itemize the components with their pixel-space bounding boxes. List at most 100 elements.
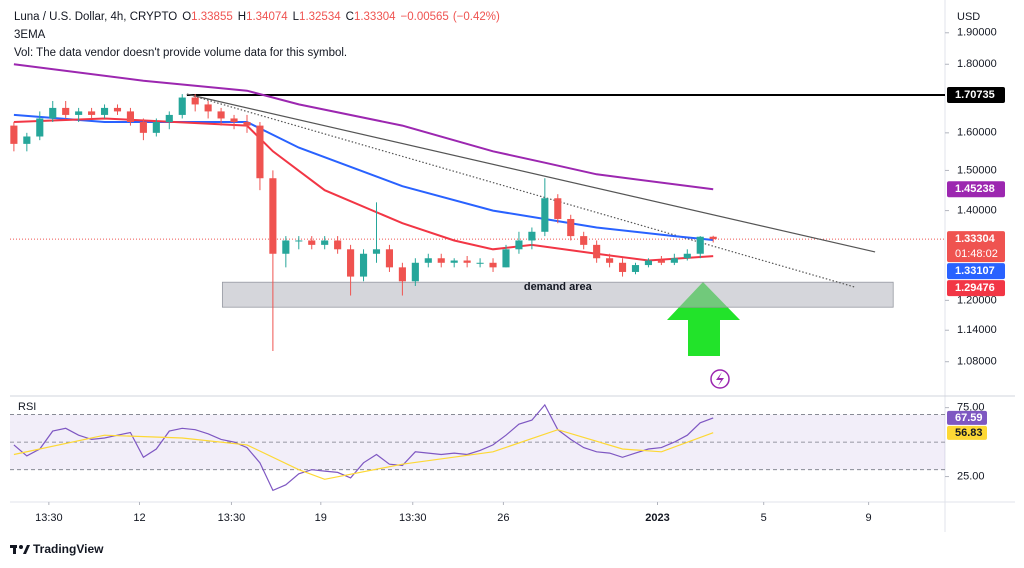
candle-body <box>696 236 704 254</box>
candle-body <box>359 253 368 277</box>
symbol-title: Luna / U.S. Dollar, 4h, CRYPTO <box>14 11 177 23</box>
ohlc-prefix: L <box>293 11 300 23</box>
footer-brand: TradingView <box>33 542 104 556</box>
y-tick-label: 1.80000 <box>957 58 997 70</box>
candle-body <box>113 107 122 112</box>
logo-slash <box>23 545 30 554</box>
ema-line <box>13 117 714 262</box>
ohlc-value: 1.32534 <box>299 11 341 23</box>
candle-body <box>334 240 342 250</box>
price-tag <box>947 181 1005 198</box>
ema-line <box>13 63 714 191</box>
y-tick-label: 1.20000 <box>957 294 997 306</box>
x-tick-label: 9 <box>866 512 872 524</box>
x-tick-label: 13:30 <box>35 512 63 524</box>
x-tick-label: 13:30 <box>218 512 246 524</box>
candle-body <box>347 249 355 277</box>
candle-body <box>191 97 199 105</box>
price-tag-label: 1.29476 <box>955 282 995 294</box>
candle-body <box>709 236 717 240</box>
candle-body <box>10 125 18 144</box>
candle-body <box>62 107 70 115</box>
candle-body <box>554 198 562 219</box>
candle-body <box>243 122 251 126</box>
event-icon <box>710 369 730 389</box>
ohlc-value: 1.34074 <box>246 11 288 23</box>
y-tick-label: 1.60000 <box>957 127 997 139</box>
price-tag-label: 1.45238 <box>955 183 995 195</box>
price-tag <box>947 87 1005 104</box>
candle-body <box>23 136 31 144</box>
candle-body <box>256 125 264 179</box>
rsi-tag-label: 67.59 <box>955 412 983 424</box>
currency: USD <box>957 11 980 23</box>
rsi-title: RSI <box>18 401 36 413</box>
candle-body <box>88 111 96 115</box>
trend-line <box>186 93 855 288</box>
candle-body <box>631 265 640 272</box>
ohlc-value: 1.33855 <box>191 11 233 23</box>
candle-body <box>541 198 549 232</box>
candle-body <box>450 260 458 263</box>
candle-body <box>308 240 316 245</box>
candle-body <box>165 114 173 123</box>
candle-body <box>476 262 484 264</box>
candle-body <box>282 240 290 254</box>
candle-body <box>463 260 471 263</box>
change-pct: (−0.42%) <box>453 11 500 23</box>
volume-note: Vol: The data vendor doesn't provide vol… <box>14 47 347 59</box>
candle-body <box>683 253 691 259</box>
candle-body <box>178 97 186 115</box>
candle-body <box>437 258 445 263</box>
plot-area: demand area <box>10 63 945 352</box>
x-tick-label: 5 <box>761 512 767 524</box>
price-tag <box>947 280 1005 297</box>
candle-body <box>657 260 665 263</box>
y-tick-label: 1.40000 <box>957 205 997 217</box>
candle-body <box>230 118 238 123</box>
candle-body <box>670 258 678 263</box>
price-tag-label: 1.33304 <box>955 233 996 245</box>
y-tick-label: 1.50000 <box>957 164 997 176</box>
candle-body <box>385 249 394 268</box>
ohlc-prefix: H <box>238 11 246 23</box>
price-tag-label: 1.33107 <box>955 265 995 277</box>
candle-body <box>36 118 44 137</box>
price-tag-label: 1.70735 <box>955 89 995 101</box>
x-tick-label: 2023 <box>645 512 669 524</box>
candle-body <box>606 258 614 263</box>
y-tick-label: 1.90000 <box>957 27 997 39</box>
price-tag <box>947 231 1005 263</box>
logo-bar <box>13 545 16 554</box>
rsi-tick-label: 25.00 <box>957 470 985 482</box>
candle-body <box>49 107 57 119</box>
candle-body <box>424 258 432 263</box>
candle-body <box>217 111 225 119</box>
x-tick-label: 19 <box>315 512 327 524</box>
ohlc-prefix: O <box>182 11 191 23</box>
candle-body <box>644 260 653 266</box>
candle-body <box>204 104 212 112</box>
candle-body <box>372 249 381 254</box>
candle-body <box>126 111 134 123</box>
candle-body <box>398 267 406 282</box>
indicator-name: 3EMA <box>14 29 46 41</box>
x-tick-label: 26 <box>497 512 509 524</box>
candle-body <box>580 236 588 245</box>
candle-body <box>411 262 419 282</box>
price-tag <box>947 263 1005 280</box>
candle-body <box>75 111 83 115</box>
candle-body <box>269 178 277 254</box>
arrow-up <box>667 282 740 356</box>
trend-line <box>186 93 876 253</box>
candle-body <box>295 240 303 242</box>
x-tick-label: 13:30 <box>399 512 427 524</box>
rsi-tick-label: 75.00 <box>957 402 985 414</box>
candle-body <box>502 249 510 268</box>
logo <box>10 545 30 554</box>
event-bolt <box>716 372 724 386</box>
logo-dot <box>19 545 23 549</box>
x-tick-label: 12 <box>133 512 145 524</box>
candle-body <box>139 122 147 133</box>
